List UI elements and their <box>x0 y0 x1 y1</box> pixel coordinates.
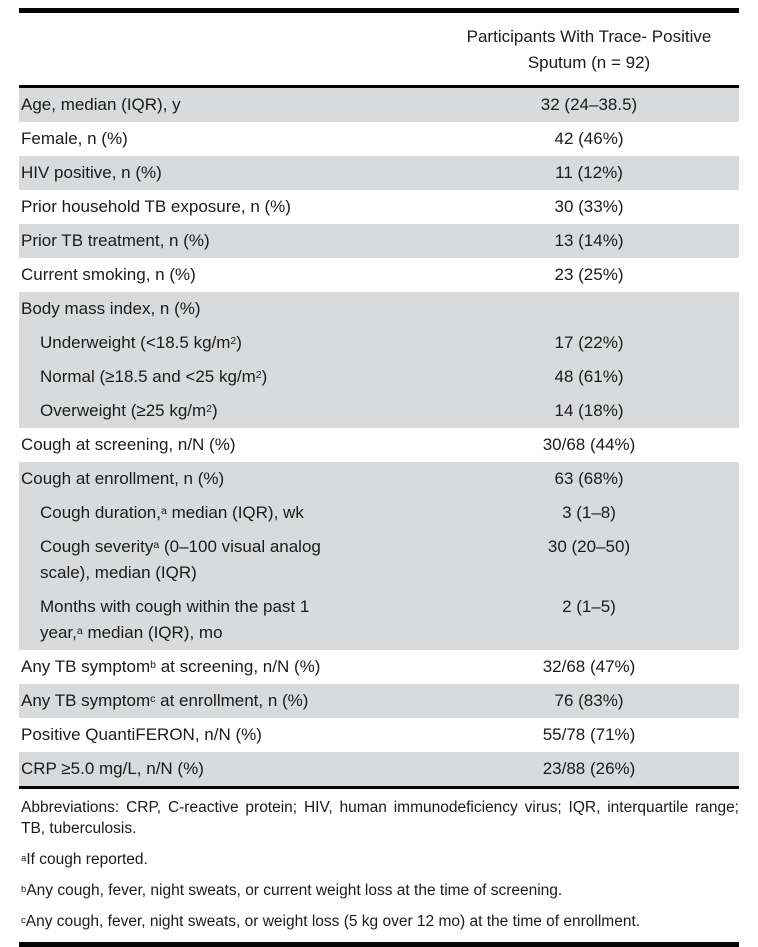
table-row: HIV positive, n (%) 11 (12%) <box>19 156 739 190</box>
table-row: Cough severitya (0–100 visual analog scal… <box>19 530 739 590</box>
row-value: 32/68 (47%) <box>542 657 636 676</box>
row-value: 30 (33%) <box>554 197 624 216</box>
row-label: Female, n (%) <box>21 129 128 148</box>
row-value: 13 (14%) <box>554 231 624 250</box>
row-label: Prior household TB exposure, n (%) <box>21 197 291 216</box>
table-header-row: Participants With Trace- Positive Sputum… <box>19 13 739 85</box>
row-label: Positive QuantiFERON, n/N (%) <box>21 725 262 744</box>
footnote-marker: c <box>21 914 26 926</box>
row-value: 63 (68%) <box>554 469 624 488</box>
row-value: 55/78 (71%) <box>542 725 636 744</box>
row-label: Cough at enrollment, n (%) <box>21 469 225 488</box>
row-label: Current smoking, n (%) <box>21 265 196 284</box>
row-label: Prior TB treatment, n (%) <box>21 231 210 250</box>
footnote-marker: a <box>21 852 27 864</box>
row-label: Body mass index, n (%) <box>21 299 201 318</box>
footnote-divider-rule <box>19 786 739 789</box>
table-row: Prior TB treatment, n (%) 13 (14%) <box>19 224 739 258</box>
participants-characteristics-table: Participants With Trace- Positive Sputum… <box>19 8 739 947</box>
column-header: Participants With Trace- Positive Sputum… <box>439 24 739 76</box>
column-header-line2: Sputum (n = 92) <box>527 53 651 72</box>
table-row: Any TB symptomc at enrollment, n (%) 76 (… <box>19 684 739 718</box>
column-header-line1: Participants With Trace- Positive <box>466 27 712 46</box>
table-row: Female, n (%) 42 (46%) <box>19 122 739 156</box>
table-row: Cough at screening, n/N (%) 30/68 (44%) <box>19 428 739 462</box>
table-row: Underweight (<18.5 kg/m2) 17 (22%) <box>19 326 739 360</box>
row-value: 17 (22%) <box>554 333 624 352</box>
table-body: Age, median (IQR), y 32 (24–38.5) Female, … <box>19 88 739 786</box>
footnotes-block: Abbreviations: CRP, C-reactive protein; … <box>19 789 739 932</box>
row-value: 48 (61%) <box>554 367 624 386</box>
table-row: Positive QuantiFERON, n/N (%) 55/78 (71%) <box>19 718 739 752</box>
table-row: Any TB symptomb at screening, n/N (%) 32/… <box>19 650 739 684</box>
table-row: Cough duration,a median (IQR), wk 3 (1–8) <box>19 496 739 530</box>
footnote: cAny cough, fever, night sweats, or weig… <box>21 913 641 930</box>
table-row: Overweight (≥25 kg/m2) 14 (18%) <box>19 394 739 428</box>
table-row: Prior household TB exposure, n (%) 30 (33… <box>19 190 739 224</box>
row-label: CRP ≥5.0 mg/L, n/N (%) <box>21 759 204 778</box>
footnote-marker: c <box>150 693 156 706</box>
row-label: Underweight (<18.5 kg/m2) <box>40 333 242 352</box>
row-label: Normal (≥18.5 and <25 kg/m2) <box>40 367 268 386</box>
header-spacer <box>19 24 439 76</box>
footnote-marker: 2 <box>255 369 262 382</box>
row-value: 23/88 (26%) <box>542 759 636 778</box>
row-value: 32 (24–38.5) <box>540 95 638 114</box>
footnote-marker: 2 <box>230 335 237 348</box>
table-row: CRP ≥5.0 mg/L, n/N (%) 23/88 (26%) <box>19 752 739 786</box>
footnote: bAny cough, fever, night sweats, or curr… <box>21 882 563 899</box>
bottom-rule <box>19 942 739 947</box>
footnote: Abbreviations: CRP, C-reactive protein; … <box>21 799 739 837</box>
header-divider-rule <box>19 85 739 88</box>
row-value: 11 (12%) <box>555 163 623 182</box>
table-row: Age, median (IQR), y 32 (24–38.5) <box>19 88 739 122</box>
row-value: 14 (18%) <box>554 401 624 420</box>
table-row: Body mass index, n (%) <box>19 292 739 326</box>
table-row: Months with cough within the past 1 year,… <box>19 590 739 650</box>
row-label: Months with cough within the past 1 year,… <box>40 597 310 642</box>
row-label: Cough severitya (0–100 visual analog scal… <box>40 537 321 582</box>
row-label: Cough at screening, n/N (%) <box>21 435 236 454</box>
row-label: Overweight (≥25 kg/m2) <box>40 401 218 420</box>
footnote-marker: b <box>150 659 156 672</box>
row-label: Cough duration,a median (IQR), wk <box>40 503 304 522</box>
footnote: aIf cough reported. <box>21 851 148 868</box>
footnote-marker: 2 <box>206 403 213 416</box>
row-value: 30 (20–50) <box>547 537 631 556</box>
table-row: Normal (≥18.5 and <25 kg/m2) 48 (61%) <box>19 360 739 394</box>
footnote-marker: a <box>153 539 160 552</box>
footnote-marker: b <box>21 883 27 895</box>
table-row: Current smoking, n (%) 23 (25%) <box>19 258 739 292</box>
row-value: 3 (1–8) <box>562 503 616 522</box>
row-label: HIV positive, n (%) <box>21 163 162 182</box>
footnote-marker: a <box>76 625 83 638</box>
row-value: 42 (46%) <box>554 129 624 148</box>
row-value: 2 (1–5) <box>562 597 616 616</box>
row-value: 23 (25%) <box>554 265 624 284</box>
top-rule <box>19 8 739 13</box>
row-label: Any TB symptomb at screening, n/N (%) <box>21 657 321 676</box>
footnote-marker: a <box>160 505 167 518</box>
row-value: 30/68 (44%) <box>542 435 636 454</box>
row-label: Age, median (IQR), y <box>21 95 181 114</box>
row-label: Any TB symptomc at enrollment, n (%) <box>21 691 309 710</box>
table-row: Cough at enrollment, n (%) 63 (68%) <box>19 462 739 496</box>
row-value: 76 (83%) <box>554 691 624 710</box>
